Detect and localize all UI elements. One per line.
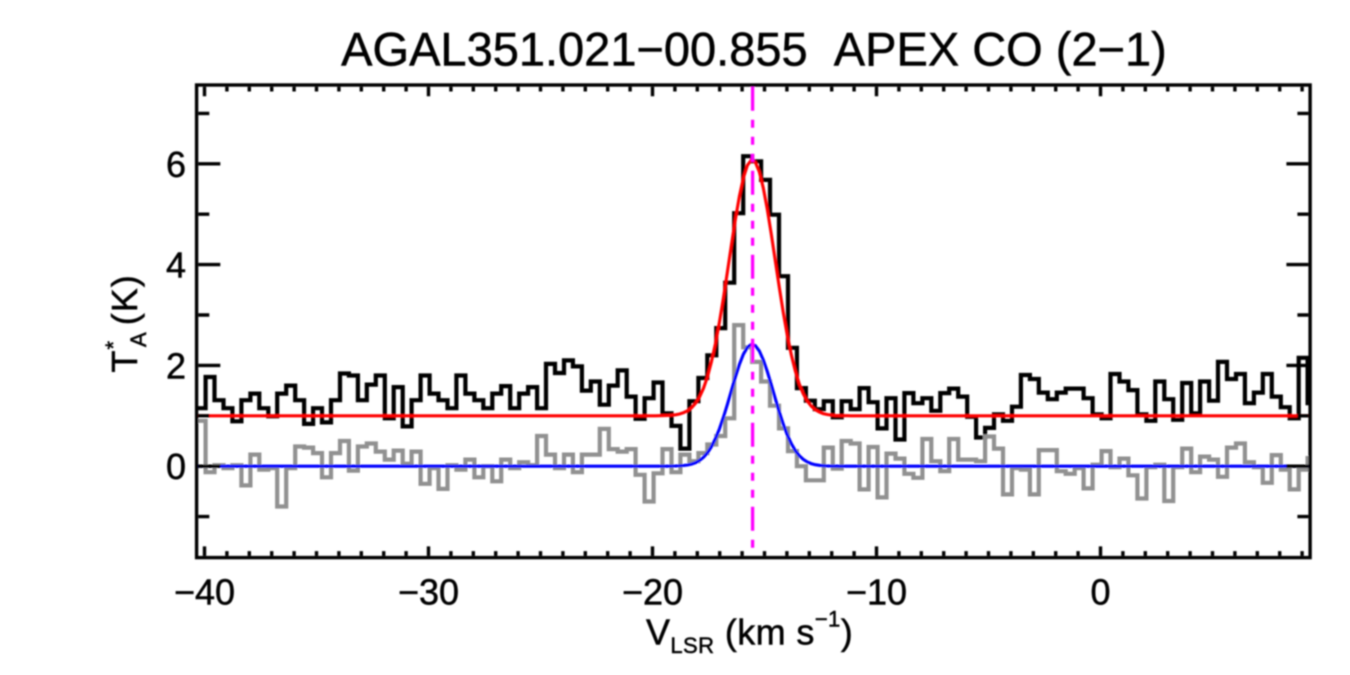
svg-text:AGAL351.021−00.855 APEX CO (2: AGAL351.021−00.855 APEX CO (2−1) (341, 23, 1167, 76)
svg-text:2: 2 (166, 345, 186, 386)
svg-text:0: 0 (1090, 572, 1110, 613)
svg-text:0: 0 (166, 446, 186, 487)
svg-text:−30: −30 (398, 572, 459, 613)
svg-text:T*A (K): T*A (K) (101, 274, 151, 372)
svg-text:−10: −10 (846, 572, 907, 613)
svg-text:−20: −20 (622, 572, 683, 613)
svg-text:−40: −40 (174, 572, 235, 613)
svg-text:4: 4 (166, 245, 186, 286)
svg-text:6: 6 (166, 144, 186, 185)
